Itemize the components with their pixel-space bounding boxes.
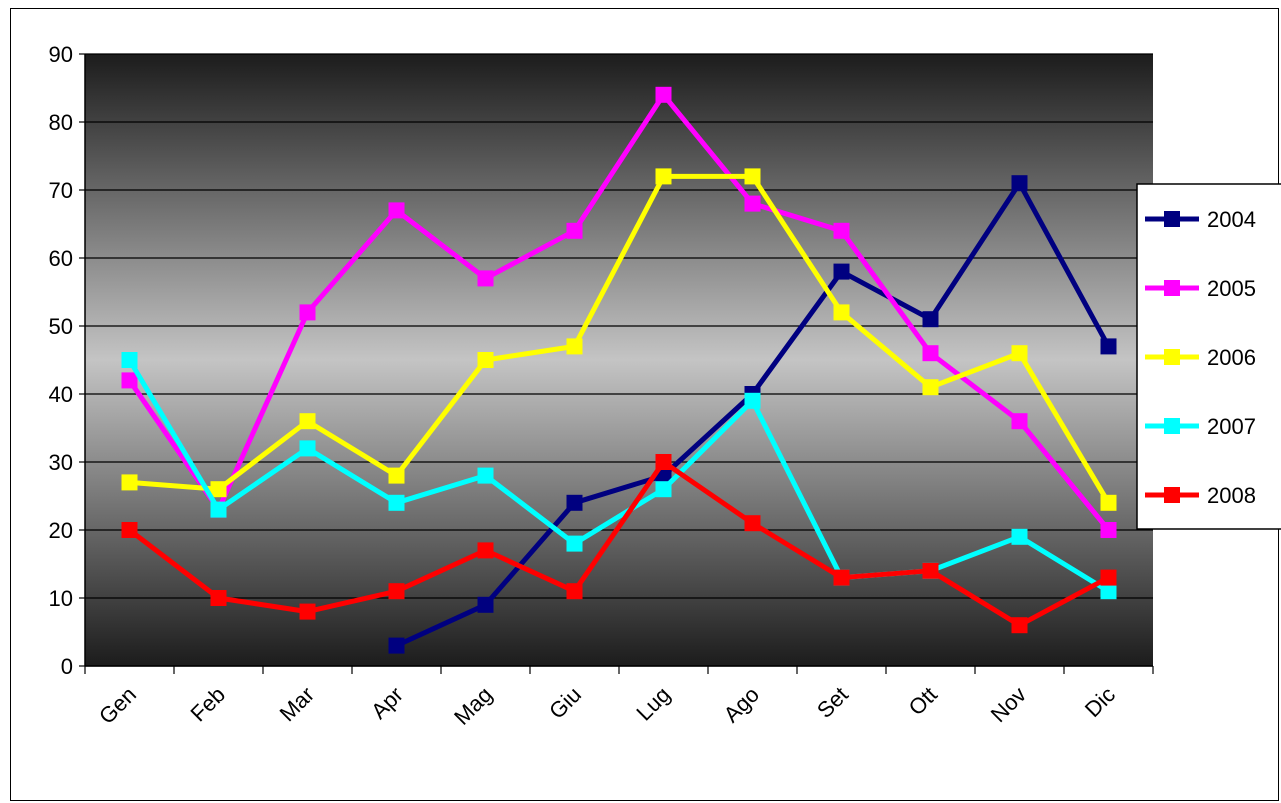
data-point — [1100, 522, 1117, 538]
legend-swatch-marker — [1164, 418, 1180, 434]
y-tick-label: 10 — [49, 586, 73, 611]
data-point — [922, 311, 939, 328]
data-point — [744, 195, 761, 212]
data-point — [655, 454, 672, 470]
data-point — [655, 86, 672, 103]
x-tick-label: Set — [812, 682, 853, 723]
data-point — [655, 481, 672, 498]
y-tick-label: 60 — [49, 246, 73, 271]
data-point — [1011, 617, 1028, 634]
x-tick-label: Nov — [986, 682, 1031, 727]
y-tick-label: 70 — [49, 178, 73, 203]
data-point — [388, 637, 405, 654]
data-point — [744, 168, 761, 185]
legend-label: 2005 — [1207, 276, 1256, 301]
legend-swatch-marker — [1164, 211, 1180, 227]
data-point — [121, 352, 138, 368]
legend-item: 2006 — [1145, 345, 1256, 370]
y-tick-label: 30 — [49, 450, 73, 475]
data-point — [744, 515, 761, 532]
legend-label: 2004 — [1207, 207, 1256, 232]
data-point — [1011, 175, 1028, 192]
data-point — [1011, 528, 1028, 545]
plot-area — [85, 54, 1153, 666]
data-point — [833, 222, 850, 239]
legend-swatch-marker — [1164, 349, 1180, 365]
series-line — [127, 358, 1110, 594]
x-tick-label: Gen — [94, 682, 141, 729]
data-point — [388, 494, 405, 511]
y-tick-label: 40 — [49, 382, 73, 407]
data-point — [477, 467, 494, 484]
x-tick-label: Lug — [631, 682, 675, 726]
data-point — [477, 596, 494, 613]
data-point — [1100, 338, 1117, 355]
x-tick-label: Ago — [719, 682, 764, 727]
legend-label: 2008 — [1207, 483, 1256, 508]
data-point — [121, 474, 138, 491]
data-point — [655, 168, 672, 185]
data-point — [744, 392, 761, 409]
legend-label: 2007 — [1207, 414, 1256, 439]
data-point — [1100, 583, 1117, 600]
x-tick-label: Giu — [544, 682, 586, 724]
data-point — [299, 413, 316, 430]
data-point — [566, 535, 583, 552]
y-tick-label: 20 — [49, 518, 73, 543]
data-point — [922, 345, 939, 362]
x-tick-label: Feb — [186, 682, 230, 726]
data-point — [210, 501, 227, 518]
legend-swatch-marker — [1164, 487, 1180, 503]
data-point — [566, 338, 583, 355]
data-point — [210, 590, 227, 606]
y-tick-label: 0 — [61, 654, 73, 679]
data-point — [566, 583, 583, 600]
x-tick-label: Dic — [1080, 682, 1120, 722]
legend-swatch-marker — [1164, 280, 1180, 296]
series-line — [129, 173, 1111, 505]
data-point — [1011, 345, 1028, 362]
data-point — [1011, 413, 1028, 430]
x-tick-label: Mar — [275, 682, 319, 726]
y-tick-label: 50 — [49, 314, 73, 339]
legend-item: 2008 — [1145, 483, 1256, 508]
legend-label: 2006 — [1207, 345, 1256, 370]
data-point — [477, 352, 494, 368]
series-2005 — [121, 86, 1117, 538]
data-point — [1100, 494, 1117, 511]
data-point — [388, 467, 405, 484]
data-point — [922, 379, 939, 396]
data-point — [833, 569, 850, 586]
x-tick-label: Mag — [449, 682, 497, 730]
data-point — [388, 202, 405, 219]
legend-item: 2004 — [1145, 207, 1256, 232]
data-point — [299, 603, 316, 620]
x-tick-label: Apr — [366, 682, 408, 724]
data-point — [1100, 569, 1117, 586]
series-2008 — [121, 454, 1117, 634]
data-point — [388, 583, 405, 600]
legend-item: 2007 — [1145, 414, 1256, 439]
data-point — [299, 304, 316, 321]
data-point — [121, 522, 138, 538]
series-2006 — [121, 168, 1117, 511]
series-line — [127, 459, 1110, 628]
data-point — [299, 440, 316, 457]
data-point — [566, 222, 583, 239]
data-point — [477, 270, 494, 287]
data-point — [566, 494, 583, 511]
data-point — [121, 372, 138, 389]
data-point — [833, 304, 850, 321]
legend-item: 2005 — [1145, 276, 1256, 301]
x-tick-label: Ott — [904, 682, 942, 720]
series-line — [127, 92, 1111, 532]
data-point — [477, 542, 494, 559]
data-point — [922, 562, 939, 579]
data-point — [833, 263, 850, 280]
y-tick-label: 90 — [49, 42, 73, 67]
y-tick-label: 80 — [49, 110, 73, 135]
data-point — [210, 481, 227, 498]
